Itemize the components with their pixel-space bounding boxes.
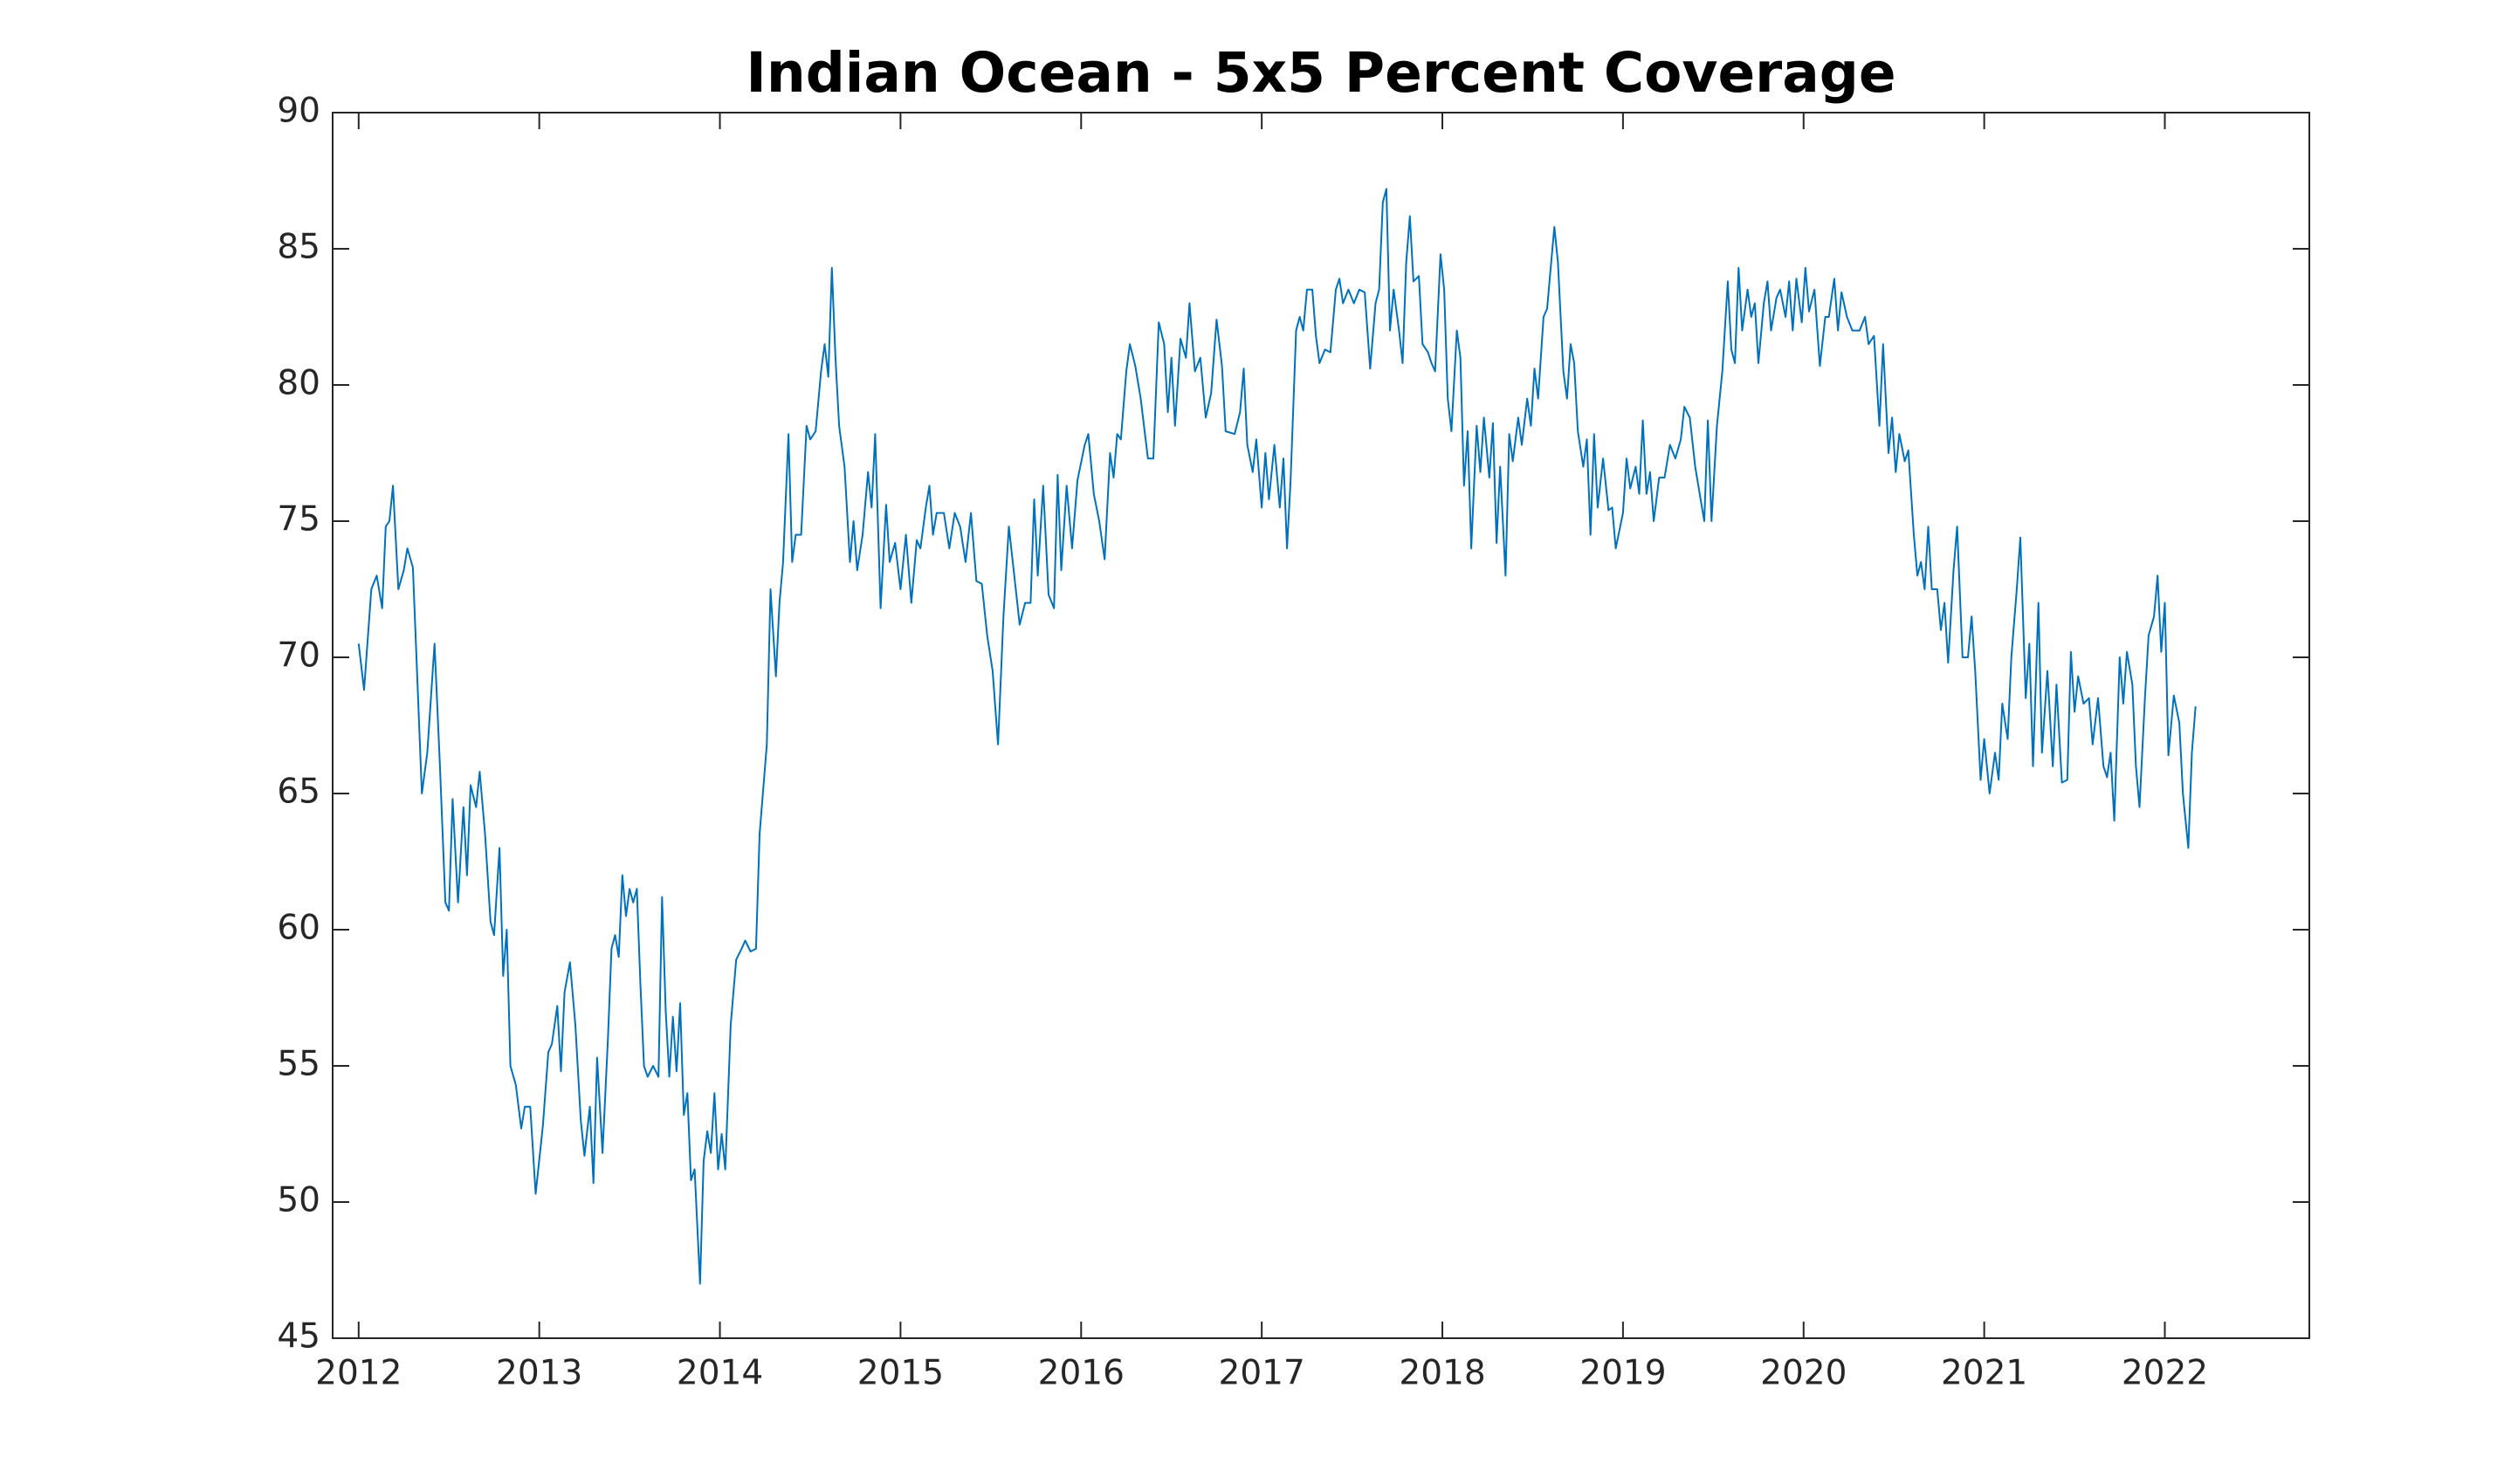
y-tick-label: 45 (277, 1317, 320, 1357)
axes-box (332, 112, 2310, 1339)
x-tick-label: 2020 (1760, 1354, 1847, 1393)
data-line (357, 188, 2197, 1285)
y-tick-label: 60 (277, 909, 320, 948)
x-tick-label: 2013 (496, 1354, 582, 1393)
y-tick-label: 85 (277, 228, 320, 267)
y-tick-label: 55 (277, 1045, 320, 1084)
x-tick-label: 2015 (857, 1354, 944, 1393)
x-tick-label: 2022 (2122, 1354, 2208, 1393)
y-tick-label: 80 (277, 364, 320, 403)
y-tick-label: 65 (277, 773, 320, 812)
chart-title: Indian Ocean - 5x5 Percent Coverage (746, 41, 1895, 105)
x-tick-label: 2012 (315, 1354, 402, 1393)
y-tick-label: 70 (277, 636, 320, 676)
x-tick-label: 2021 (1941, 1354, 2027, 1393)
x-tick-label: 2018 (1399, 1354, 1485, 1393)
y-tick-label: 90 (277, 92, 320, 131)
x-tick-label: 2016 (1038, 1354, 1125, 1393)
x-tick-label: 2017 (1219, 1354, 1305, 1393)
x-tick-label: 2014 (677, 1354, 763, 1393)
y-tick-label: 50 (277, 1181, 320, 1220)
y-tick-label: 75 (277, 500, 320, 539)
x-tick-label: 2019 (1579, 1354, 1666, 1393)
